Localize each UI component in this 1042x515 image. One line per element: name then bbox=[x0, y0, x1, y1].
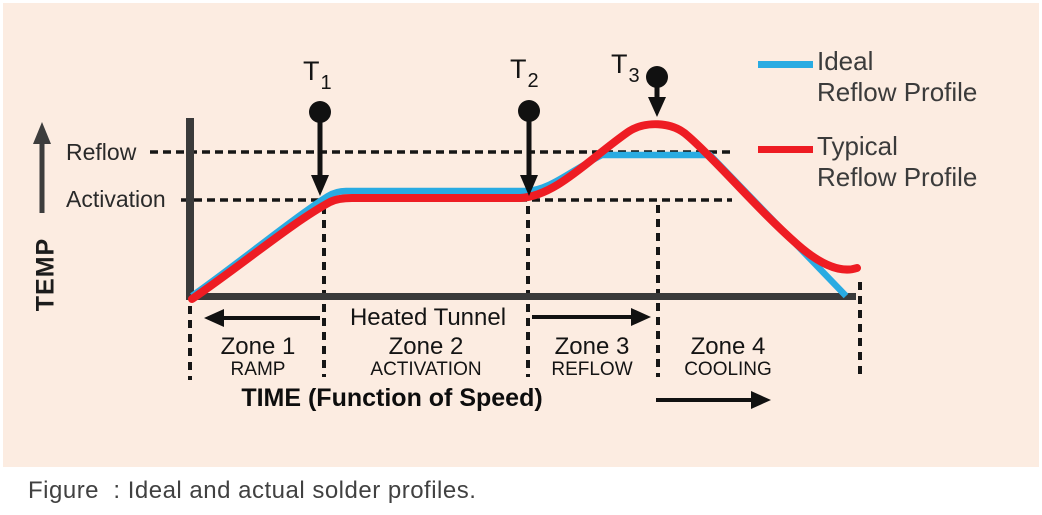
t2-marker-arrow-head bbox=[520, 175, 538, 196]
t1-subscript: 1 bbox=[320, 72, 332, 95]
zone-2-label: Zone 2 ACTIVATION bbox=[370, 333, 482, 380]
legend-ideal-line1: Ideal bbox=[817, 46, 874, 76]
legend-item-ideal: Ideal Reflow Profile bbox=[817, 46, 1037, 108]
activation-threshold-label: Activation bbox=[66, 186, 166, 212]
t3-marker-label: T3 bbox=[611, 49, 640, 88]
y-axis-line bbox=[186, 118, 194, 300]
zone-4-label: Zone 4 COOLING bbox=[684, 333, 772, 380]
x-axis-label: TIME (Function of Speed) bbox=[241, 384, 543, 412]
y-axis-label: TEMP bbox=[31, 237, 60, 312]
legend-ideal-swatch bbox=[758, 61, 813, 68]
legend-typical-line2: Reflow Profile bbox=[817, 162, 978, 192]
t3-letter: T bbox=[611, 49, 628, 79]
t2-marker-dot bbox=[518, 100, 540, 122]
zone-4-name: Zone 4 bbox=[690, 333, 766, 360]
zone-1-sublabel: RAMP bbox=[230, 359, 286, 380]
zone-4-sublabel: COOLING bbox=[684, 359, 772, 380]
zone-2-name: Zone 2 bbox=[388, 333, 464, 360]
diagram-panel bbox=[3, 3, 1039, 467]
temp-axis-arrow-head bbox=[33, 122, 51, 144]
t1-marker-dot bbox=[309, 101, 331, 123]
zone-1-name: Zone 1 bbox=[220, 333, 296, 360]
figure-caption: Figure : Ideal and actual solder profile… bbox=[28, 477, 477, 504]
t3-subscript: 3 bbox=[628, 65, 640, 88]
legend-typical-swatch bbox=[758, 146, 813, 153]
legend-item-typical: Typical Reflow Profile bbox=[817, 131, 1037, 193]
time-direction-arrow-head bbox=[751, 391, 771, 409]
typical-profile-curve bbox=[188, 120, 861, 303]
legend-typical-line1: Typical bbox=[817, 131, 898, 161]
t1-marker-label: T1 bbox=[303, 56, 332, 95]
zone-1-label: Zone 1 RAMP bbox=[220, 333, 296, 380]
zone-3-sublabel: REFLOW bbox=[551, 359, 633, 380]
t1-marker-arrow-head bbox=[311, 175, 329, 196]
zone-2-sublabel: ACTIVATION bbox=[370, 359, 482, 380]
zone-3-name: Zone 3 bbox=[554, 333, 630, 360]
reflow-threshold-label: Reflow bbox=[66, 139, 137, 165]
t1-letter: T bbox=[303, 56, 320, 86]
x-axis-line bbox=[186, 293, 856, 300]
t3-marker-arrow-head bbox=[648, 97, 666, 117]
zone-3-label: Zone 3 REFLOW bbox=[551, 333, 633, 380]
t2-letter: T bbox=[510, 54, 527, 84]
t2-subscript: 2 bbox=[527, 70, 539, 93]
t3-marker-dot bbox=[646, 66, 668, 88]
tunnel-left-arrow-head bbox=[204, 309, 224, 327]
t2-marker-label: T2 bbox=[510, 54, 539, 93]
tunnel-right-arrow-head bbox=[631, 308, 651, 326]
legend-ideal-line2: Reflow Profile bbox=[817, 77, 978, 107]
heated-tunnel-label: Heated Tunnel bbox=[349, 304, 507, 331]
